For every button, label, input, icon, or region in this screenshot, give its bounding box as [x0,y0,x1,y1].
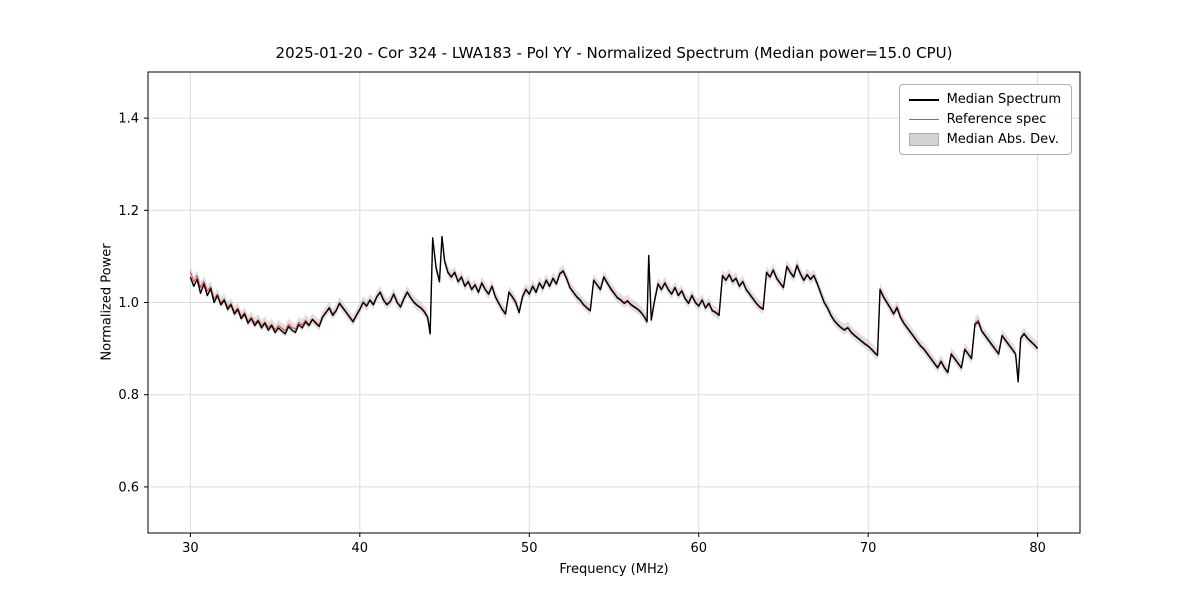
legend-label-median: Median Spectrum [946,92,1061,107]
legend-label-reference: Reference spec [946,112,1047,127]
mad-band-swatch [908,133,939,146]
median-line-swatch [908,98,939,101]
median-spectrum-line [189,235,1039,383]
x-tick-label: 30 [182,541,199,556]
y-tick-label: 1.2 [118,204,139,219]
x-tick-label: 80 [1029,541,1046,556]
reference-line-swatch [908,119,939,120]
reference-spectrum-line [189,237,1039,379]
legend: Median Spectrum Reference spec Median Ab… [898,84,1072,155]
x-axis-label: Frequency (MHz) [559,562,669,577]
x-tick-label: 60 [690,541,707,556]
y-tick-label: 0.8 [118,388,139,403]
legend-item-median: Median Spectrum [908,92,1061,107]
y-tick-label: 1.0 [118,296,139,311]
x-tick-label: 50 [521,541,538,556]
y-tick-label: 0.6 [118,480,139,495]
legend-item-reference: Reference spec [908,112,1061,127]
y-axis-label: Normalized Power [99,243,115,361]
x-tick-label: 40 [352,541,369,556]
x-tick-label: 70 [860,541,877,556]
y-tick-label: 1.4 [118,112,139,127]
legend-label-mad: Median Abs. Dev. [946,132,1060,147]
legend-item-mad: Median Abs. Dev. [908,132,1061,147]
mad-band [190,232,1038,384]
chart-title: 2025-01-20 - Cor 324 - LWA183 - Pol YY -… [275,44,953,62]
